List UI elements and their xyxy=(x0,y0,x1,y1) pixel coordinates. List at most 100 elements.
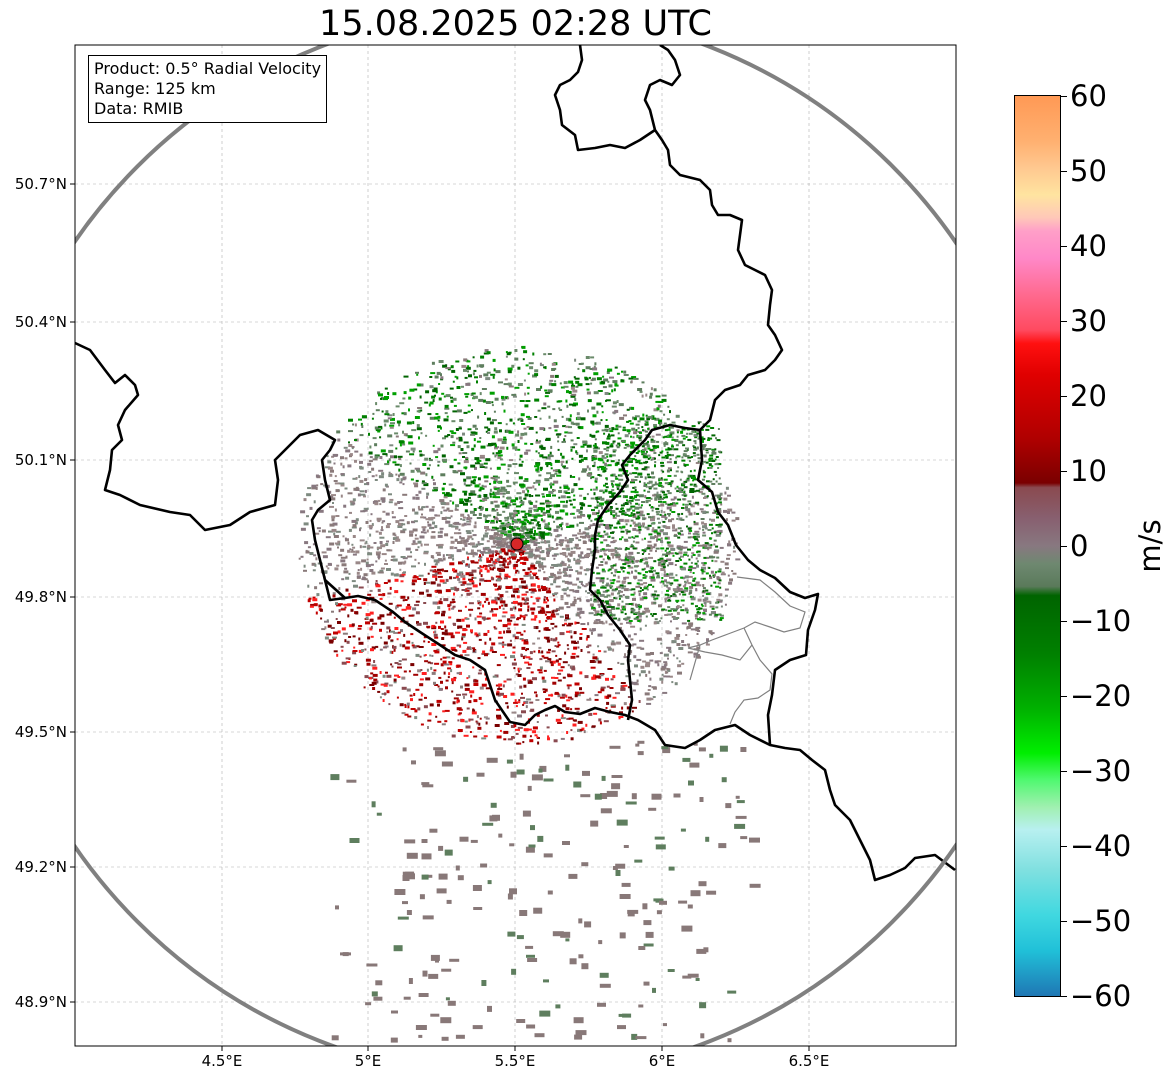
echo-pixel xyxy=(654,417,660,421)
echo-pixel xyxy=(357,627,362,630)
echo-pixel xyxy=(582,468,588,472)
echo-pixel xyxy=(311,562,316,566)
echo-pixel xyxy=(707,439,711,441)
echo-pixel xyxy=(617,619,621,622)
echo-pixel xyxy=(644,692,650,696)
echo-pixel xyxy=(327,466,333,470)
echo-pixel xyxy=(609,526,612,529)
echo-pixel xyxy=(409,388,415,392)
echo-pixel xyxy=(321,551,327,554)
echo-pixel xyxy=(419,453,423,457)
echo-pixel xyxy=(496,513,502,516)
echo-pixel xyxy=(618,478,624,481)
echo-pixel xyxy=(516,631,522,634)
echo-pixel xyxy=(387,579,391,583)
echo-pixel xyxy=(394,674,399,677)
echo-pixel xyxy=(411,543,415,546)
echo-pixel xyxy=(691,456,693,458)
echo-pixel xyxy=(452,397,457,401)
echo-pixel xyxy=(387,635,391,639)
echo-pixel xyxy=(444,570,449,573)
echo-pixel xyxy=(431,531,436,534)
echo-pixel xyxy=(533,574,537,577)
echo-pixel xyxy=(614,571,617,574)
echo-pixel xyxy=(568,538,574,541)
echo-pixel xyxy=(528,494,531,497)
echo-pixel xyxy=(472,666,475,669)
echo-pixel xyxy=(557,672,562,675)
echo-pixel xyxy=(503,551,506,555)
echo-pixel xyxy=(591,476,595,479)
echo-pixel xyxy=(700,618,704,621)
echo-pixel xyxy=(420,471,426,475)
echo-pixel xyxy=(625,463,629,466)
echo-pixel xyxy=(604,501,608,504)
echo-pixel xyxy=(682,593,687,596)
echo-pixel xyxy=(599,673,605,675)
echo-pixel xyxy=(448,556,452,559)
echo-pixel xyxy=(663,442,669,446)
echo-pixel xyxy=(582,369,586,373)
echo-pixel xyxy=(605,707,608,709)
echo-pixel xyxy=(610,678,614,681)
echo-pixel xyxy=(622,426,626,429)
echo-pixel xyxy=(369,445,372,449)
echo-pixel xyxy=(577,383,583,387)
echo-pixel xyxy=(585,366,591,370)
echo-pixel xyxy=(450,365,454,369)
echo-pixel xyxy=(554,472,558,475)
echo-pixel xyxy=(651,435,655,438)
echo-pixel xyxy=(577,728,583,732)
echo-pixel xyxy=(420,723,424,726)
echo-pixel xyxy=(572,601,577,604)
echo-pixel xyxy=(376,680,379,684)
echo-pixel xyxy=(550,583,554,586)
echo-pixel xyxy=(473,369,477,372)
echo-pixel xyxy=(639,510,644,514)
echo-pixel xyxy=(402,476,407,480)
echo-pixel xyxy=(586,548,591,551)
echo-pixel xyxy=(538,646,542,649)
echo-pixel xyxy=(512,514,516,518)
echo-pixel xyxy=(702,546,706,549)
echo-pixel xyxy=(585,383,590,386)
echo-pixel xyxy=(479,578,485,582)
echo-pixel xyxy=(573,557,576,561)
echo-pixel xyxy=(562,580,565,583)
echo-pixel xyxy=(657,498,662,501)
echo-pixel xyxy=(654,598,657,601)
echo-pixel xyxy=(369,456,373,459)
echo-pixel xyxy=(450,646,456,650)
echo-pixel xyxy=(689,490,695,493)
echo-pixel xyxy=(514,514,518,517)
echo-pixel xyxy=(597,468,600,471)
echo-pixel xyxy=(615,461,618,464)
echo-pixel xyxy=(416,383,421,387)
echo-pixel xyxy=(506,472,509,475)
echo-pixel xyxy=(399,568,402,571)
echo-pixel xyxy=(595,577,601,580)
echo-pixel xyxy=(503,561,506,565)
echo-pixel xyxy=(413,693,416,696)
echo-pixel xyxy=(702,577,706,580)
echo-pixel xyxy=(359,434,364,437)
echo-pixel xyxy=(456,376,459,380)
echo-pixel xyxy=(663,561,667,564)
echo-pixel xyxy=(512,532,518,536)
echo-pixel xyxy=(579,691,585,694)
echo-pixel xyxy=(515,433,520,437)
echo-pixel xyxy=(408,614,414,617)
echo-pixel xyxy=(603,530,606,533)
echo-pixel xyxy=(463,734,469,737)
echo-pixel xyxy=(307,599,311,603)
echo-pixel xyxy=(606,548,610,551)
echo-pixel xyxy=(437,568,442,571)
echo-pixel xyxy=(546,462,552,465)
echo-pixel xyxy=(693,454,697,457)
echo-pixel xyxy=(348,636,352,638)
echo-pixel xyxy=(671,421,676,424)
echo-pixel xyxy=(665,502,668,505)
echo-pixel xyxy=(604,695,608,699)
echo-pixel xyxy=(562,704,567,708)
echo-pixel xyxy=(472,584,478,588)
